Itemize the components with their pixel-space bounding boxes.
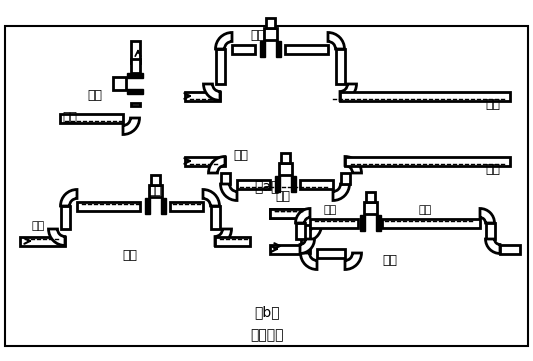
Bar	[5, 26, 528, 346]
Wedge shape	[328, 32, 344, 49]
Bar	[77, 201, 140, 210]
Bar	[317, 248, 345, 257]
Bar	[310, 218, 358, 227]
Bar	[366, 192, 375, 202]
Text: 错误: 错误	[383, 254, 398, 267]
Text: 气泡: 气泡	[418, 205, 432, 215]
Wedge shape	[480, 209, 495, 223]
Wedge shape	[295, 209, 310, 223]
Bar	[295, 223, 304, 239]
Bar	[279, 163, 292, 175]
Bar	[290, 176, 295, 192]
Bar	[113, 77, 126, 90]
Text: （a）: （a）	[254, 180, 280, 194]
Bar	[237, 179, 270, 188]
Bar	[131, 58, 140, 73]
Wedge shape	[204, 84, 220, 100]
Bar	[376, 215, 381, 231]
Bar	[260, 41, 264, 57]
Wedge shape	[208, 157, 225, 173]
Bar	[263, 28, 277, 40]
Bar	[131, 103, 140, 106]
Bar	[144, 198, 149, 214]
Bar	[127, 73, 143, 78]
Text: 正确: 正确	[251, 29, 265, 42]
Bar	[340, 91, 510, 100]
Bar	[270, 209, 305, 217]
Bar	[215, 236, 250, 245]
Wedge shape	[345, 253, 361, 270]
Bar	[265, 18, 274, 28]
Bar	[500, 244, 520, 253]
Bar	[131, 41, 140, 63]
Bar	[60, 113, 123, 122]
Wedge shape	[305, 225, 321, 242]
Bar	[61, 206, 69, 229]
Bar	[345, 157, 510, 165]
Bar	[276, 41, 280, 57]
Text: 液体: 液体	[62, 111, 77, 124]
Bar	[301, 225, 310, 253]
Wedge shape	[345, 157, 361, 173]
Bar	[185, 157, 225, 165]
Bar	[127, 88, 143, 93]
Text: 正确: 正确	[87, 89, 102, 102]
Bar	[149, 185, 161, 197]
Bar	[211, 206, 220, 229]
Bar	[20, 236, 65, 245]
Bar	[382, 218, 480, 227]
Bar	[160, 198, 166, 214]
Wedge shape	[215, 229, 231, 245]
Bar	[359, 215, 365, 231]
Wedge shape	[203, 190, 220, 206]
Wedge shape	[215, 32, 232, 49]
Bar	[232, 44, 255, 53]
Bar	[274, 176, 279, 192]
Text: 正确: 正确	[123, 249, 138, 262]
Wedge shape	[49, 229, 65, 245]
Wedge shape	[300, 239, 314, 253]
Bar	[486, 223, 495, 239]
Bar	[364, 202, 376, 214]
Bar	[335, 49, 344, 84]
Bar	[215, 49, 224, 84]
Bar	[300, 179, 333, 188]
Bar	[270, 244, 300, 253]
Wedge shape	[123, 118, 140, 135]
Text: 液体: 液体	[276, 190, 290, 203]
Bar	[280, 153, 289, 163]
Wedge shape	[301, 253, 317, 270]
Bar	[341, 173, 350, 184]
Wedge shape	[333, 184, 350, 200]
Text: （b）: （b）	[254, 305, 280, 319]
Text: 错误: 错误	[233, 149, 248, 162]
Wedge shape	[486, 239, 500, 253]
Text: 液体: 液体	[485, 163, 500, 176]
Text: 气泡: 气泡	[324, 205, 337, 215]
Text: 气泡: 气泡	[148, 186, 161, 196]
Bar	[185, 91, 220, 100]
Bar	[150, 175, 159, 185]
Bar	[170, 201, 203, 210]
Bar	[285, 44, 328, 53]
Bar	[270, 209, 305, 217]
Text: 图（四）: 图（四）	[251, 328, 284, 342]
Text: 气泡: 气泡	[31, 221, 45, 231]
Wedge shape	[221, 184, 237, 200]
Wedge shape	[340, 84, 357, 100]
Text: 液体: 液体	[485, 98, 500, 111]
Bar	[221, 173, 230, 184]
Wedge shape	[61, 190, 77, 206]
